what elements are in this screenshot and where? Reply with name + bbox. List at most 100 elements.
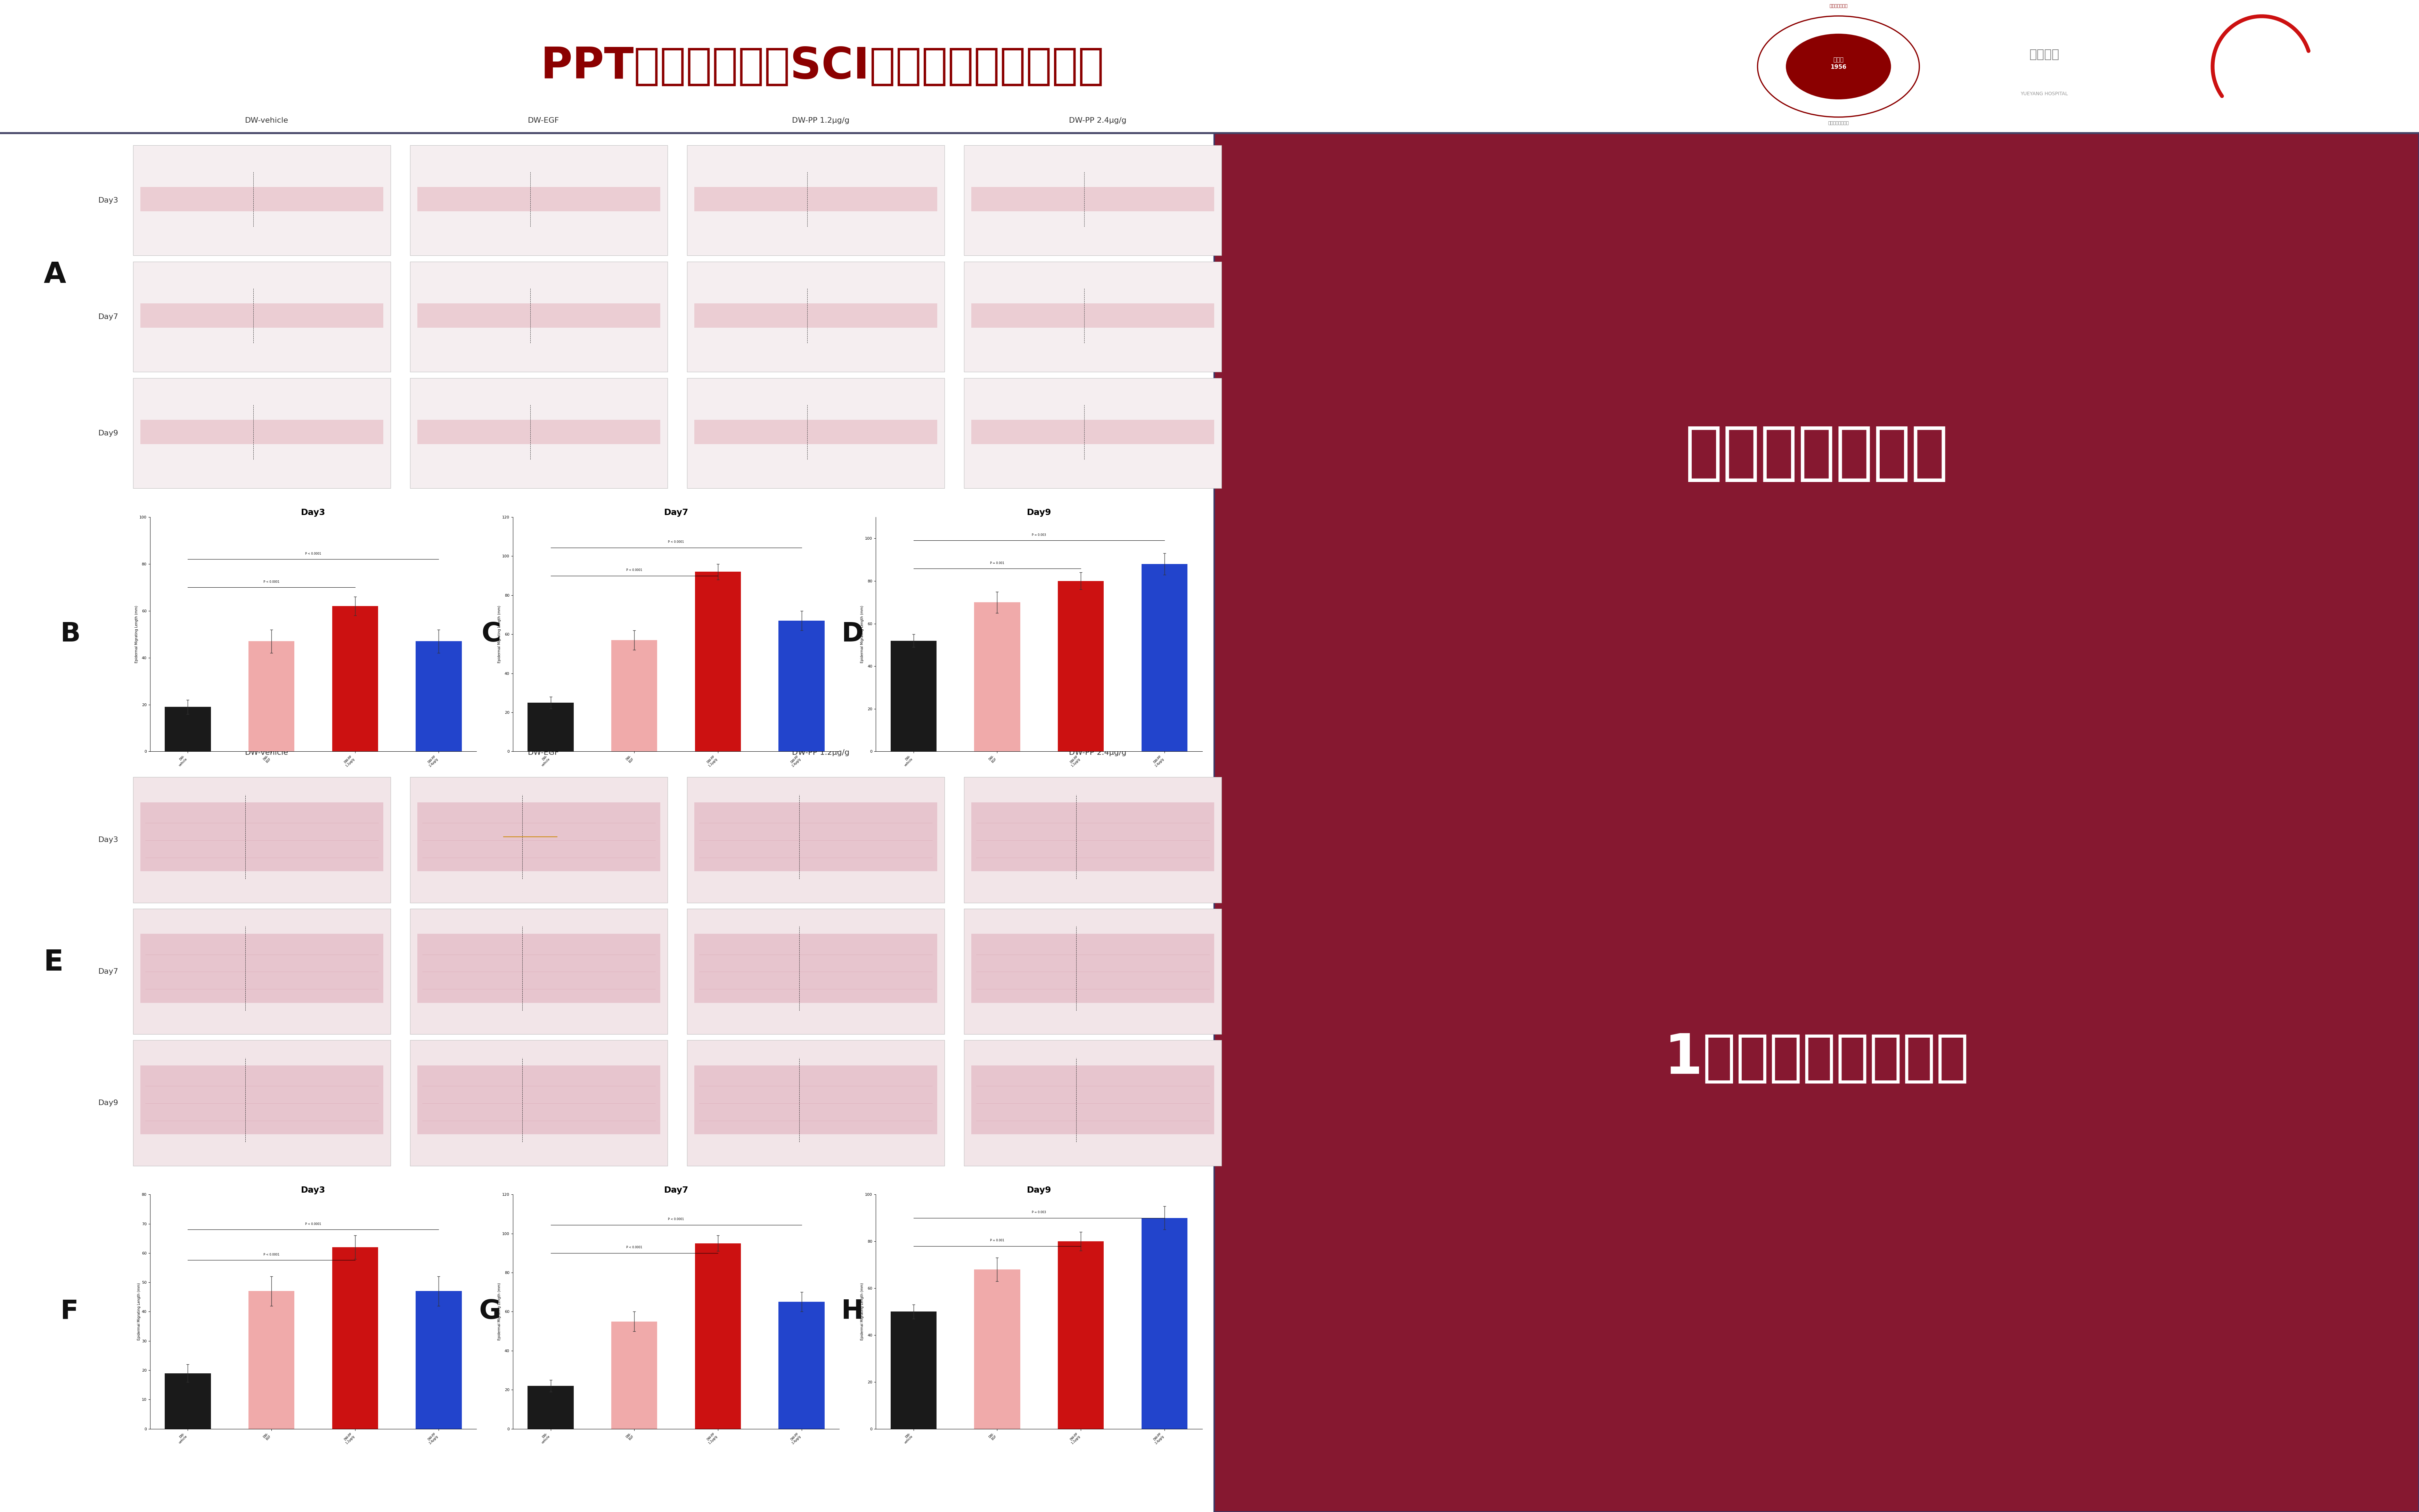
Text: DW-EGF: DW-EGF [527, 748, 559, 756]
Text: 一劳永逸的方法: 一劳永逸的方法 [1686, 423, 1947, 484]
Bar [409, 145, 668, 256]
Bar [416, 1066, 660, 1134]
Text: P = 0.001: P = 0.001 [989, 1238, 1004, 1241]
Text: P < 0.0001: P < 0.0001 [668, 540, 685, 544]
Bar [975, 602, 1021, 751]
Bar [970, 803, 1214, 871]
Bar [970, 420, 1214, 445]
Bar [133, 909, 392, 1034]
Title: Day9: Day9 [1026, 508, 1052, 517]
Text: DW-PP 1.2μg/g: DW-PP 1.2μg/g [791, 116, 849, 124]
Bar [687, 378, 943, 488]
Y-axis label: Epidermal Migrating Length (mm): Epidermal Migrating Length (mm) [861, 605, 864, 664]
Text: F: F [60, 1299, 77, 1325]
Bar [416, 304, 660, 328]
Bar [694, 572, 740, 751]
Text: DW-EGF: DW-EGF [527, 116, 559, 124]
Bar [687, 145, 943, 256]
Bar [416, 420, 660, 445]
Bar [249, 641, 295, 751]
Bar [970, 187, 1214, 212]
Bar [963, 909, 1222, 1034]
Text: C: C [481, 621, 501, 647]
Bar [1142, 1219, 1188, 1429]
Text: Day7: Day7 [99, 968, 119, 975]
Y-axis label: Epidermal Migrating Length (mm): Epidermal Migrating Length (mm) [498, 605, 501, 664]
Text: Day3: Day3 [99, 197, 119, 204]
Title: Day9: Day9 [1026, 1185, 1052, 1194]
Text: G: G [479, 1299, 501, 1325]
Text: DW-vehicle: DW-vehicle [244, 748, 288, 756]
Bar [694, 803, 936, 871]
Bar [409, 1040, 668, 1166]
Bar [963, 1040, 1222, 1166]
Bar [1214, 133, 2419, 1512]
Bar [416, 934, 660, 1002]
Title: Day3: Day3 [300, 508, 327, 517]
Bar [970, 1066, 1214, 1134]
Bar [687, 262, 943, 372]
Bar [140, 420, 382, 445]
Text: 1．修改注册列表法: 1．修改注册列表法 [1664, 1031, 1969, 1086]
Y-axis label: Epidermal Migrating Length (mm): Epidermal Migrating Length (mm) [861, 1282, 864, 1341]
Bar [694, 420, 936, 445]
Bar [612, 1321, 658, 1429]
Bar [133, 145, 392, 256]
Text: B: B [60, 621, 80, 647]
Bar [416, 803, 660, 871]
Text: P < 0.0001: P < 0.0001 [264, 1253, 281, 1256]
Bar [249, 1291, 295, 1429]
Y-axis label: Epidermal Migrating Length (mm): Epidermal Migrating Length (mm) [135, 605, 138, 664]
Title: Day7: Day7 [663, 508, 689, 517]
Bar [890, 641, 936, 751]
Bar [694, 1243, 740, 1429]
Text: Day7: Day7 [99, 313, 119, 321]
Text: PPT如何导出符合SCI要求的清晰图片方法: PPT如何导出符合SCI要求的清晰图片方法 [542, 45, 1103, 88]
Bar [963, 145, 1222, 256]
Bar [416, 187, 660, 212]
Bar [133, 262, 392, 372]
Bar [694, 934, 936, 1002]
Text: A: A [44, 260, 65, 289]
Bar [1142, 564, 1188, 751]
Bar [963, 777, 1222, 903]
Bar [133, 378, 392, 488]
Text: D: D [842, 621, 864, 647]
Bar [409, 262, 668, 372]
Bar [963, 262, 1222, 372]
Bar [331, 1247, 377, 1429]
Bar [687, 909, 943, 1034]
Bar [331, 606, 377, 751]
Bar [133, 777, 392, 903]
Bar [963, 378, 1222, 488]
Bar [140, 934, 382, 1002]
Text: E: E [44, 948, 63, 977]
Bar [0, 133, 1214, 1512]
Bar [164, 708, 210, 751]
Text: DW-PP 2.4μg/g: DW-PP 2.4μg/g [1069, 116, 1127, 124]
Text: DW-vehicle: DW-vehicle [244, 116, 288, 124]
Bar [687, 777, 943, 903]
Bar [612, 640, 658, 751]
Bar [527, 703, 573, 751]
Bar [779, 620, 825, 751]
Bar [140, 803, 382, 871]
Bar [975, 1270, 1021, 1429]
Text: P < 0.0001: P < 0.0001 [305, 552, 322, 555]
Bar [409, 777, 668, 903]
Circle shape [1785, 33, 1892, 100]
Text: DW-PP 2.4μg/g: DW-PP 2.4μg/g [1069, 748, 1127, 756]
Bar [694, 187, 936, 212]
Bar [970, 934, 1214, 1002]
Text: Day3: Day3 [99, 836, 119, 844]
Bar [416, 1291, 462, 1429]
Text: Day9: Day9 [99, 1099, 119, 1107]
Bar [409, 378, 668, 488]
Text: P < 0.0001: P < 0.0001 [627, 569, 643, 572]
Y-axis label: Epidermal Migrating Length (mm): Epidermal Migrating Length (mm) [498, 1282, 501, 1341]
Bar [527, 1387, 573, 1429]
Title: Day3: Day3 [300, 1185, 327, 1194]
Title: Day7: Day7 [663, 1185, 689, 1194]
Bar [687, 1040, 943, 1166]
Bar [409, 909, 668, 1034]
